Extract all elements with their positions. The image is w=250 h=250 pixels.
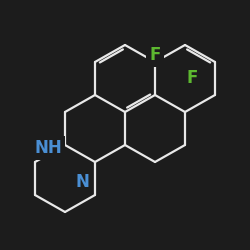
Text: N: N [75, 173, 89, 191]
Text: F: F [149, 46, 161, 64]
Text: F: F [186, 69, 198, 87]
Text: NH: NH [34, 139, 62, 157]
